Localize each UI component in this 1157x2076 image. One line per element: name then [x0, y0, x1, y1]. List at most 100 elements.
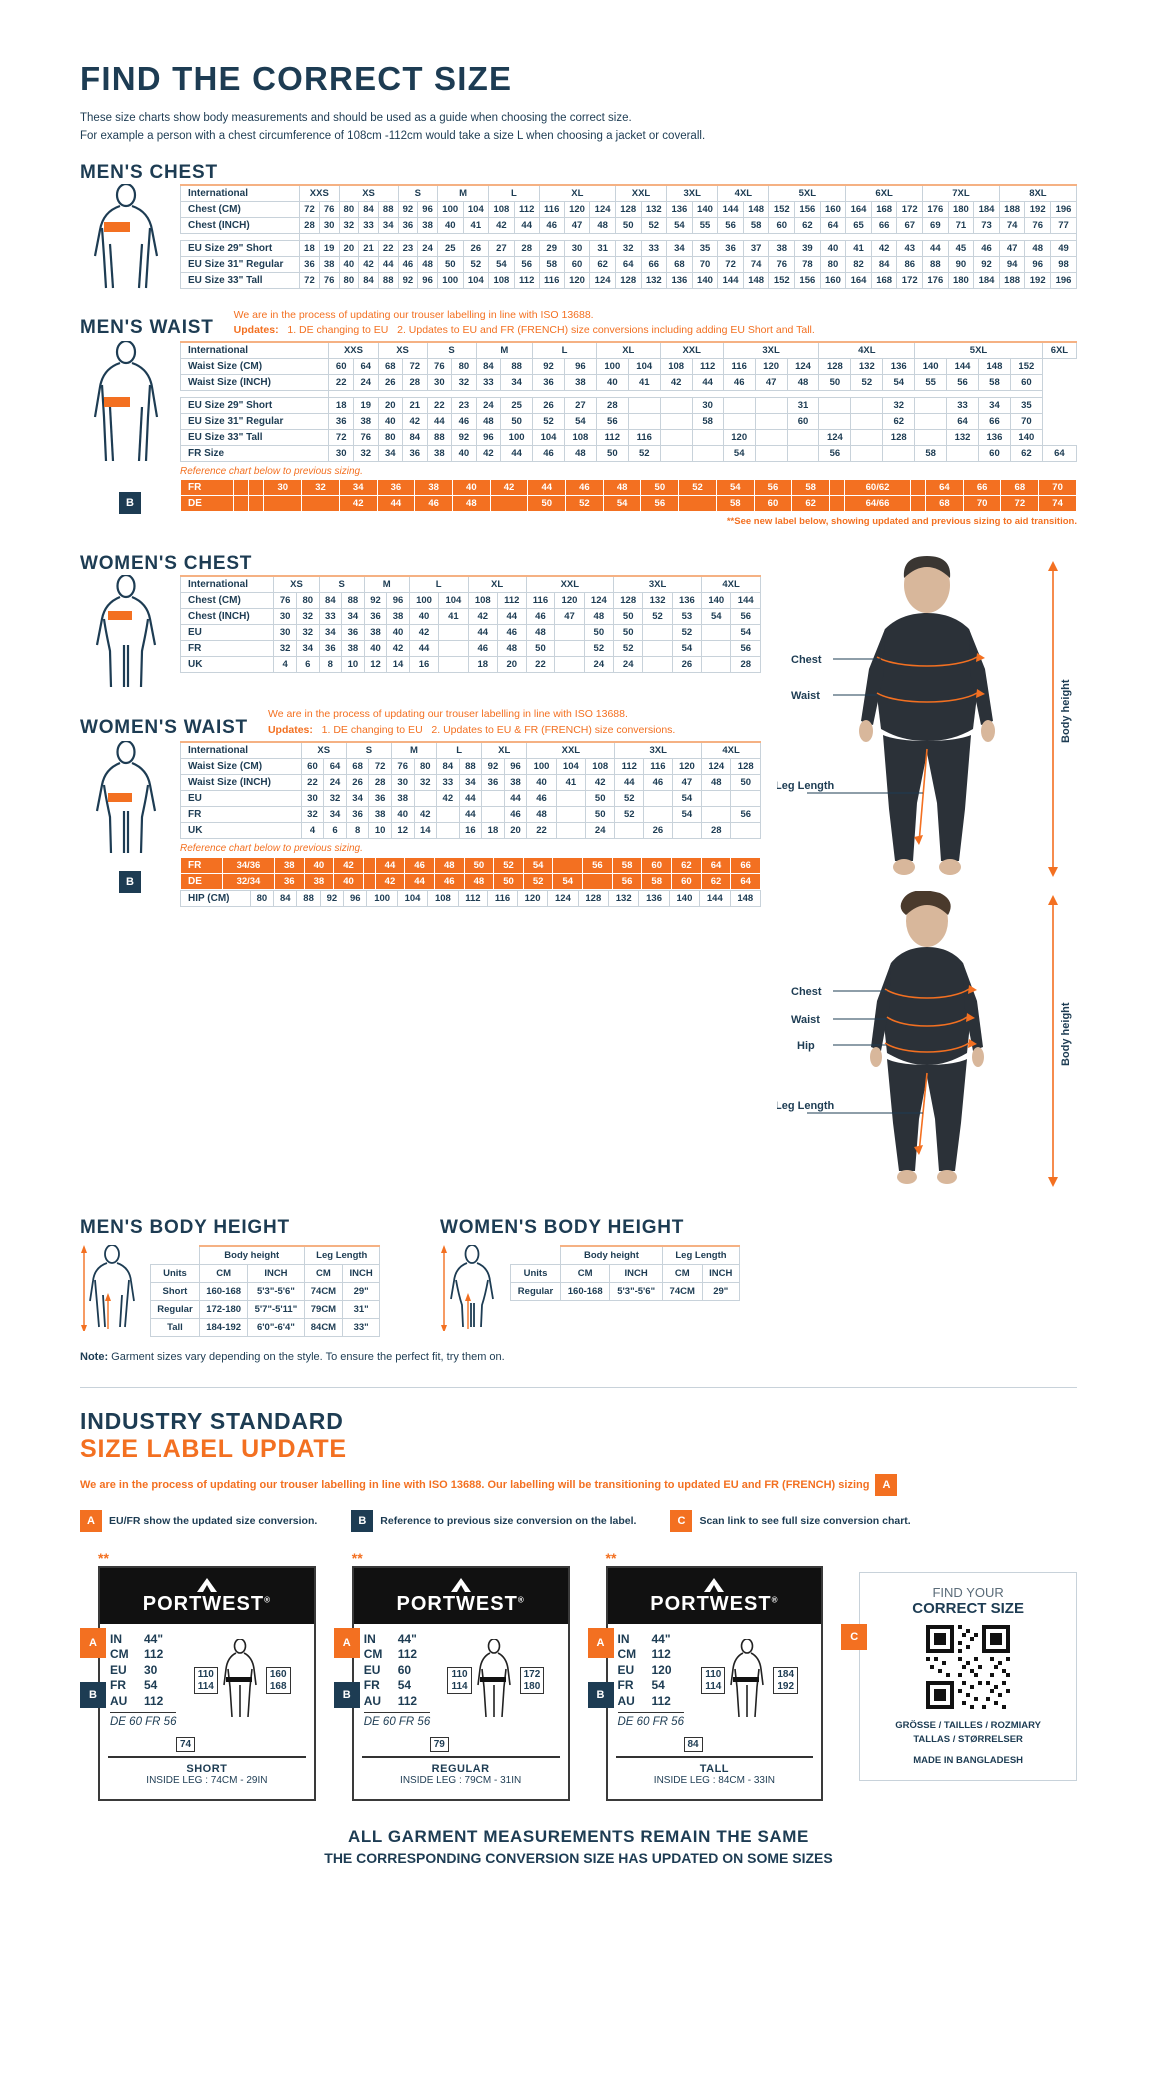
brand-name: PORTWEST®: [142, 1593, 271, 1616]
table-cell: 56: [582, 856, 613, 874]
table-cell: 40: [436, 216, 464, 234]
table-cell: 140: [701, 592, 732, 610]
size-header: 6XL: [1041, 341, 1078, 360]
table-cell: 116: [722, 358, 756, 376]
table-cell: 32: [413, 773, 438, 791]
table-cell: 196: [1050, 200, 1077, 218]
mens-waist-section: MEN'S WAIST We are in the process of upd…: [80, 308, 1078, 527]
table-cell: 42: [358, 255, 379, 273]
mens-waist-previous-block: B FR 30 32 34 36 38 40 42 44 46 48 50 52 54 56 58 60/62 6…: [80, 479, 1077, 527]
table-cell: 164: [845, 271, 872, 289]
table-cell: 84: [475, 358, 502, 376]
table-cell: 34: [500, 374, 534, 392]
updates-iso-line: We are in the process of updating our tr…: [233, 308, 594, 321]
spec-key: FR: [363, 1678, 380, 1693]
table-cell: 64: [352, 358, 379, 376]
table-cell: 41: [462, 216, 490, 234]
subhead: INCH: [609, 1264, 663, 1284]
table-cell: 14: [413, 821, 438, 839]
table-cell: 37: [742, 239, 770, 257]
table-cell: 108: [427, 889, 459, 907]
table-cell: 140: [914, 358, 948, 376]
spec-key: FR: [110, 1678, 126, 1693]
legend-row: A EU/FR show the updated size conversion…: [80, 1510, 1077, 1533]
size-header: S: [345, 740, 392, 759]
size-header: XXL: [526, 740, 616, 759]
row-label: FR: [180, 805, 302, 823]
table-cell: 43: [896, 239, 924, 257]
table-cell: 25: [500, 397, 534, 415]
table-cell: 38: [390, 789, 415, 807]
table-cell: 60: [641, 856, 673, 874]
table-cell: 62: [882, 413, 916, 431]
table-cell: 46: [414, 495, 453, 513]
table-cell: 44: [527, 479, 567, 497]
table-cell: 56: [730, 640, 761, 658]
table-cell: 40: [333, 872, 364, 890]
table-cell: [614, 821, 645, 839]
qr-card[interactable]: FIND YOUR CORRECT SIZE: [859, 1572, 1077, 1781]
previous-size: DE 60 FR 56: [617, 1711, 684, 1730]
womens-body-height-section: WOMEN'S BODY HEIGHT: [440, 1217, 741, 1337]
table-cell: 96: [343, 889, 368, 907]
table-cell: [701, 789, 732, 807]
table-cell: 34: [458, 773, 483, 791]
table-cell: 5'3"-5'6": [609, 1282, 663, 1302]
table-cell: 60: [563, 255, 591, 273]
table-cell: 34: [338, 479, 378, 497]
qr-code[interactable]: [926, 1625, 1011, 1710]
table-cell: 46: [643, 773, 673, 791]
spec-value: 112: [397, 1693, 418, 1708]
mens-waist-title: MEN'S WAIST: [80, 317, 214, 339]
table-cell: [248, 495, 265, 513]
table-cell: 84: [318, 592, 343, 610]
industry-iso-text: We are in the process of updating our tr…: [80, 1479, 870, 1492]
table-cell: 24: [475, 397, 502, 415]
table-cell: 50: [583, 624, 615, 642]
table-cell: 124: [701, 757, 732, 775]
table-row: Waist Size (INCH) 22 24 26 28 30 32 33 34 36 38 40 4…: [180, 773, 761, 791]
size-chart-page: FIND THE CORRECT SIZE These size charts …: [80, 60, 1078, 1866]
spec-value: 54: [144, 1678, 158, 1693]
table-cell: 52: [565, 495, 604, 513]
spec-key: CM: [363, 1647, 383, 1662]
size-header: S: [426, 341, 477, 360]
table-cell: 41: [555, 773, 587, 791]
table-cell: 132: [608, 889, 640, 907]
table-cell: 6'0"-6'4": [247, 1318, 305, 1338]
table-cell: 100: [500, 429, 534, 447]
table-cell: 104: [438, 592, 469, 610]
table-cell: 62: [671, 856, 702, 874]
female-model-figure: Chest Waist Hip Leg Length Body height: [777, 891, 1077, 1191]
height-box: 172 180: [519, 1667, 545, 1695]
table-cell: 44: [408, 640, 440, 658]
label-body-icon: [476, 1638, 511, 1717]
table-cell: 104: [555, 757, 587, 775]
table-cell: 52: [671, 624, 703, 642]
spec-key: IN: [363, 1632, 376, 1647]
table-cell: 140: [1009, 429, 1043, 447]
table-cell: 52: [532, 413, 565, 431]
portwest-logo: PORTWEST®: [100, 1568, 314, 1625]
table-cell: 32: [300, 805, 325, 823]
table-cell: 28: [513, 239, 540, 257]
table-cell: 88: [296, 889, 321, 907]
table-cell: 52: [614, 789, 645, 807]
table-cell: 72: [328, 429, 354, 447]
table-cell: 148: [729, 889, 762, 907]
table-cell: 128: [614, 271, 642, 289]
table-cell: 42: [402, 413, 428, 431]
height-box: 160 168: [265, 1667, 291, 1695]
womens-body-height-title: WOMEN'S BODY HEIGHT: [440, 1217, 685, 1239]
table-cell: 136: [671, 592, 703, 610]
womens-waist-title: WOMEN'S WAIST: [80, 716, 248, 738]
table-cell: 60: [300, 757, 325, 775]
table-cell: 144: [717, 271, 744, 289]
inside-leg: INSIDE LEG : 84CM - 33IN: [653, 1775, 775, 1787]
table-cell: 29": [342, 1282, 380, 1302]
table-row: Chest (CM) 76 80 84 88 92 96 100 104 108 112 116 120…: [179, 592, 761, 610]
table-cell: 104: [462, 271, 490, 289]
table-cell: 25: [436, 239, 464, 257]
table-cell: 112: [496, 592, 527, 610]
row-label: HIP (CM): [180, 889, 251, 907]
